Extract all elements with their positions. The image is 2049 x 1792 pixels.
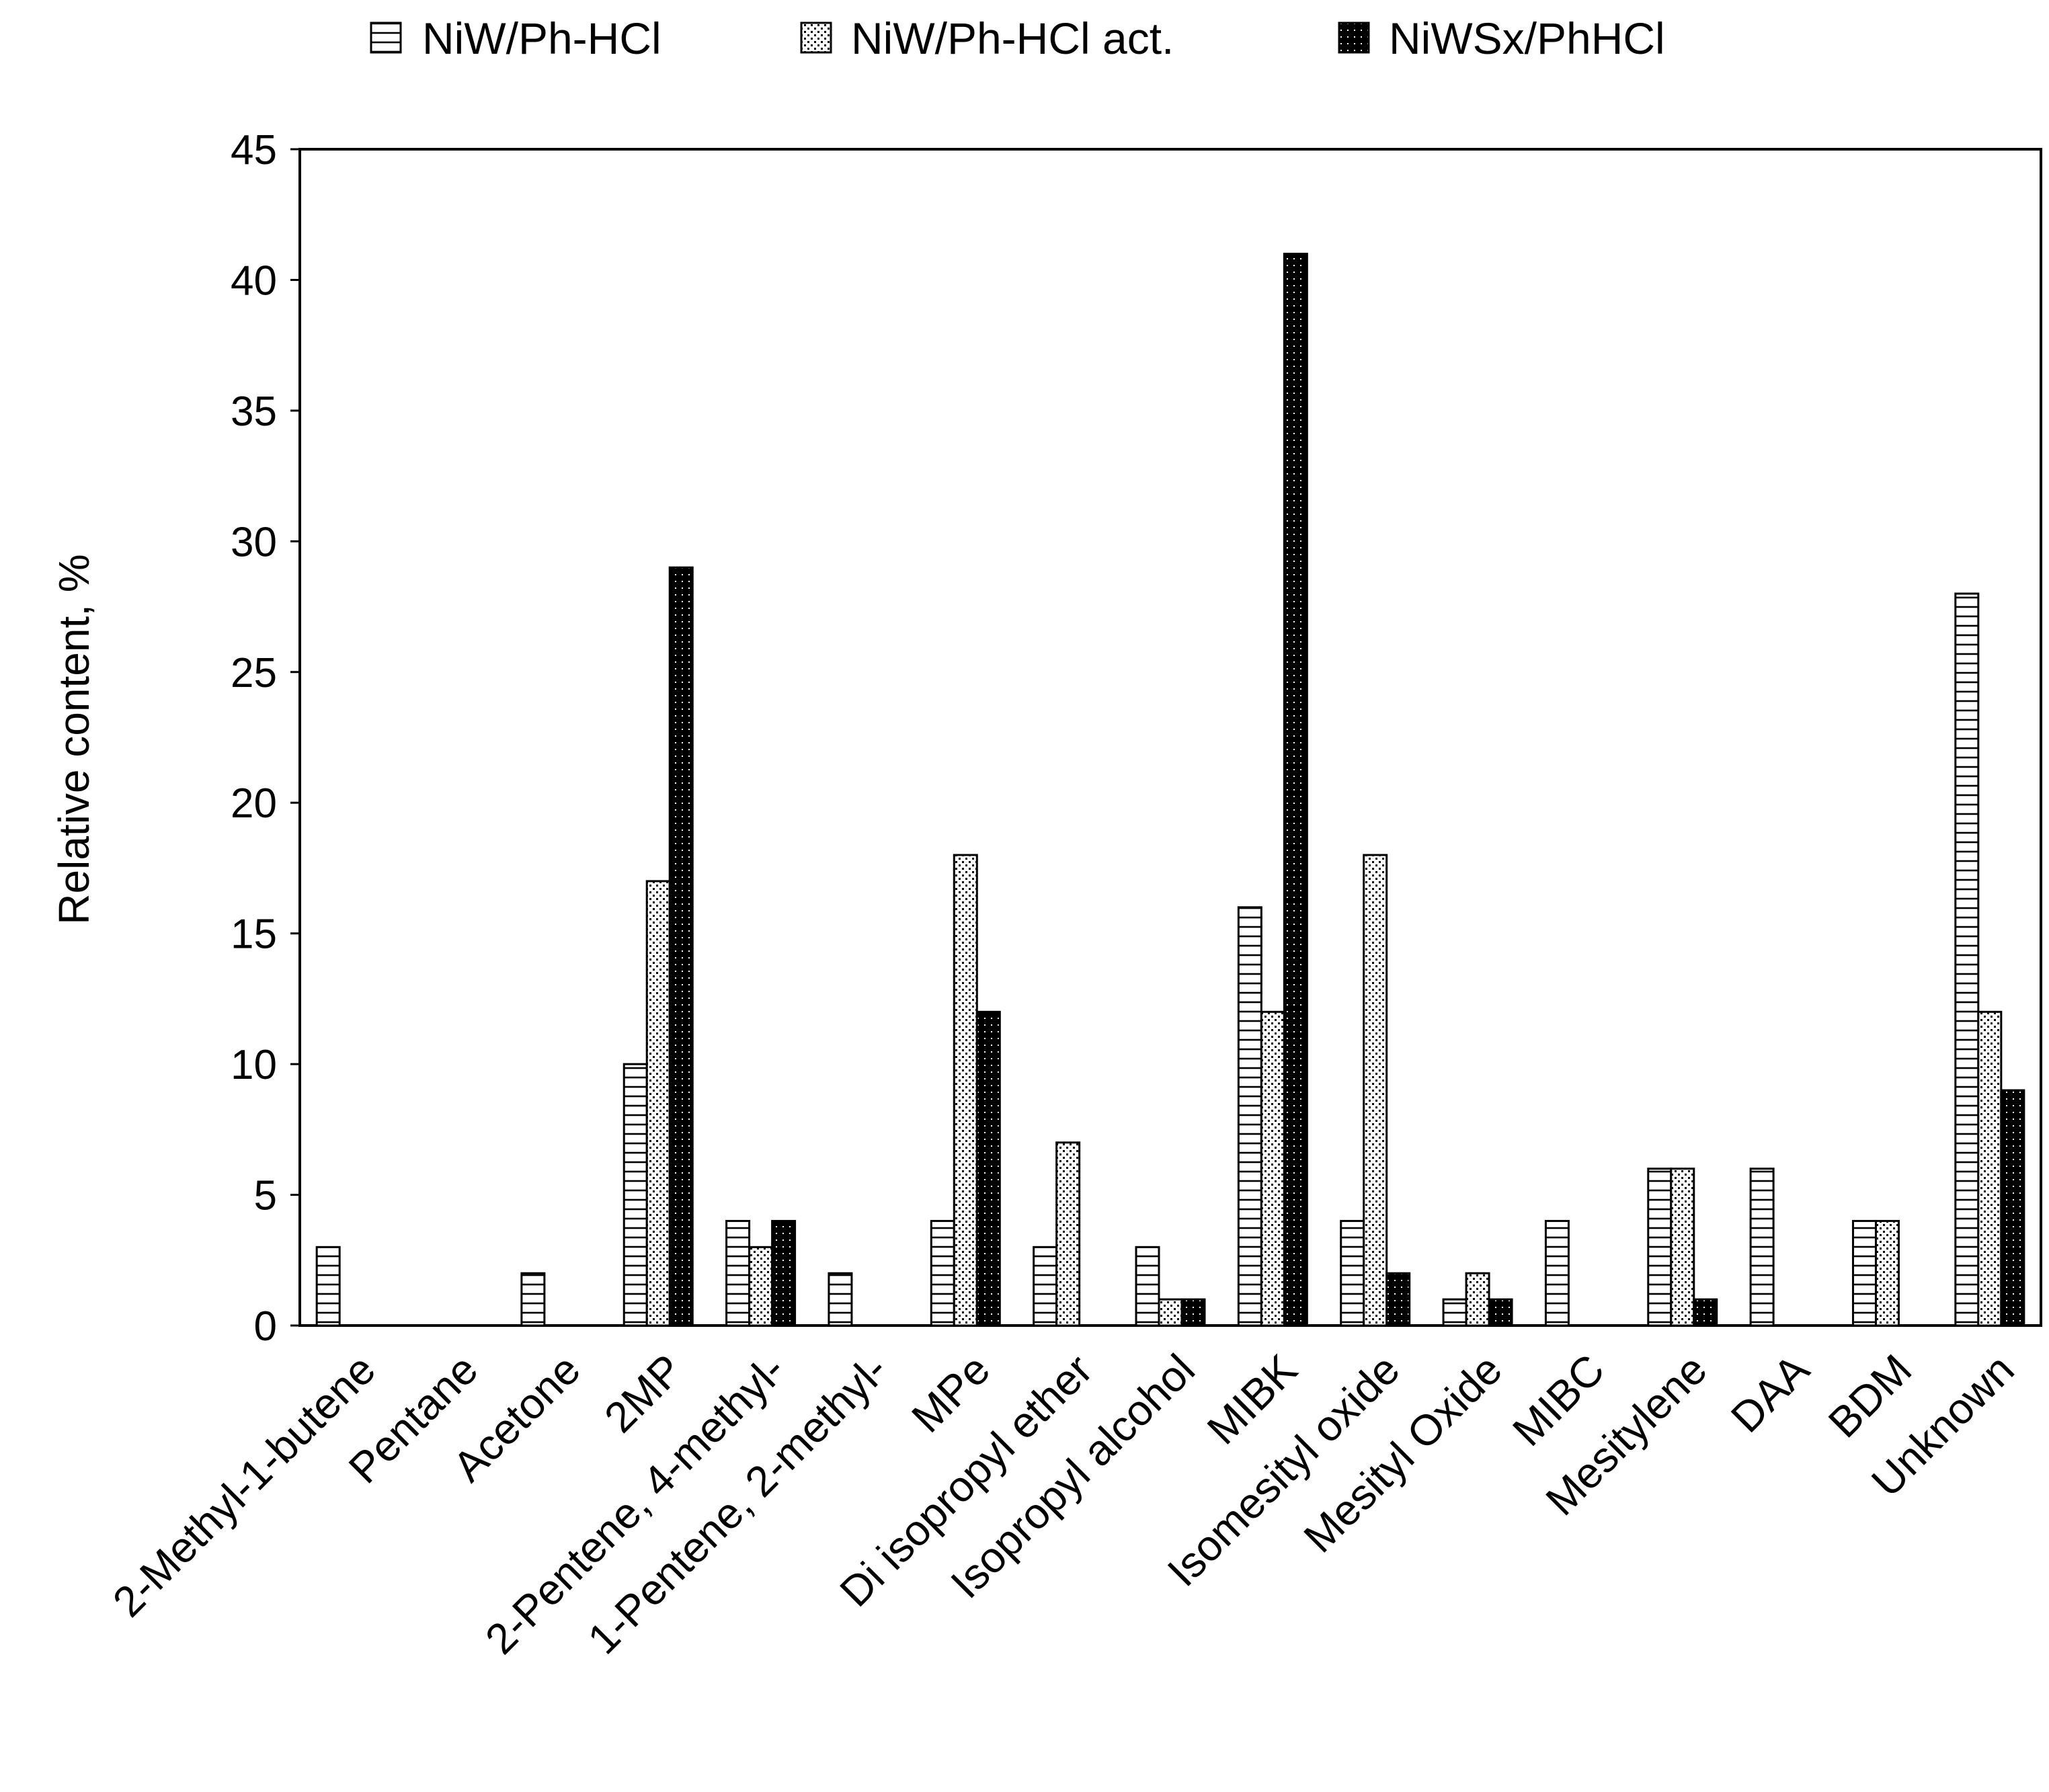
bar-niw-ph-hcl-isomesityl-oxide — [1340, 1219, 1365, 1327]
bar-niw-ph-hcl-act-mpe — [953, 854, 978, 1327]
legend-label-niw-ph-hcl: NiW/Ph-HCl — [422, 13, 661, 63]
y-tick-label: 20 — [231, 780, 277, 827]
legend-swatch-niw-ph-hcl-act — [800, 22, 832, 54]
y-tick-label: 15 — [231, 911, 277, 958]
bar-niw-ph-hcl-bdm — [1851, 1219, 1877, 1327]
legend-swatch-niw-ph-hcl — [370, 22, 402, 54]
plot-border — [298, 148, 2042, 1327]
bar-niw-ph-hcl-act-2-pentene-4-methyl — [748, 1246, 774, 1327]
bar-niw-ph-hcl-di-isopropyl-ether — [1033, 1246, 1058, 1327]
bar-niwsx-phhcl-mpe — [975, 1010, 1001, 1327]
y-axis-title-group: Relative content, % — [50, 554, 98, 924]
y-tick-label: 35 — [231, 389, 277, 435]
y-tick-label: 25 — [231, 650, 277, 696]
y-tick-label: 10 — [231, 1042, 277, 1088]
bar-niwsx-phhcl-mibk — [1283, 253, 1308, 1327]
x-category-label: 2-Methyl-1-butene — [104, 1345, 385, 1626]
bar-niw-ph-hcl-act-mibk — [1260, 1010, 1285, 1327]
bar-niw-ph-hcl-act-isopropyl-alcohol — [1158, 1298, 1183, 1327]
bar-niw-ph-hcl-act-unknown — [1977, 1010, 2003, 1327]
legend-label-niw-ph-hcl-act: NiW/Ph-HCl act. — [851, 13, 1174, 63]
y-tick-label: 30 — [231, 519, 277, 565]
bar-niw-ph-hcl-act-di-isopropyl-ether — [1055, 1141, 1081, 1327]
bar-niw-ph-hcl-act-mesityl-oxide — [1465, 1272, 1490, 1327]
bar-niw-ph-hcl-2-pentene-4-methyl — [725, 1219, 751, 1327]
bar-niw-ph-hcl-mesityl-oxide — [1442, 1298, 1468, 1327]
legend: NiW/Ph-HCl NiW/Ph-HCl act. NiWSx/PhHCl — [370, 13, 1665, 63]
bar-niw-ph-hcl-mpe — [930, 1219, 955, 1327]
legend-swatch-niwsx-phhcl — [1338, 22, 1370, 54]
x-category-label: DAA — [1722, 1345, 1818, 1442]
bar-niwsx-phhcl-isomesityl-oxide — [1385, 1272, 1411, 1327]
bar-niwsx-phhcl-mesitylene — [1693, 1298, 1718, 1327]
y-tick-label: 40 — [231, 257, 277, 304]
bar-niw-ph-hcl-1-pentene-2-methyl — [828, 1272, 853, 1327]
bar-niw-ph-hcl-daa — [1749, 1168, 1775, 1327]
bar-niw-ph-hcl-act-2mp — [645, 880, 671, 1327]
bar-niw-ph-hcl-2mp — [622, 1063, 648, 1327]
bar-niw-ph-hcl-isopropyl-alcohol — [1135, 1246, 1160, 1327]
bar-niw-ph-hcl-act-isomesityl-oxide — [1363, 854, 1388, 1327]
bar-niw-ph-hcl-unknown — [1954, 592, 1980, 1327]
bars — [315, 253, 2025, 1327]
bar-niw-ph-hcl-2-methyl-1-butene — [315, 1246, 341, 1327]
bar-niwsx-phhcl-2mp — [668, 566, 694, 1327]
bar-niw-ph-hcl-acetone — [520, 1272, 546, 1327]
y-tick-label: 5 — [254, 1173, 277, 1219]
y-tick-label: 45 — [231, 127, 277, 173]
bar-niwsx-phhcl-2-pentene-4-methyl — [771, 1219, 797, 1327]
y-axis-title: Relative content, % — [50, 554, 98, 924]
bar-niw-ph-hcl-act-mesitylene — [1670, 1168, 1695, 1327]
y-tick-label: 0 — [254, 1303, 277, 1350]
bar-niw-ph-hcl-mesitylene — [1647, 1168, 1673, 1327]
bar-niwsx-phhcl-mesityl-oxide — [1488, 1298, 1513, 1327]
bar-niw-ph-hcl-mibk — [1237, 906, 1262, 1327]
bar-niw-ph-hcl-mibc — [1544, 1219, 1570, 1327]
bar-niwsx-phhcl-isopropyl-alcohol — [1180, 1298, 1206, 1327]
legend-label-niwsx-phhcl: NiWSx/PhHCl — [1389, 13, 1665, 63]
plot-area — [298, 148, 2042, 1327]
bar-niwsx-phhcl-unknown — [2000, 1089, 2025, 1327]
bar-niw-ph-hcl-act-bdm — [1874, 1219, 1900, 1327]
y-axis: 0 5 10 15 20 25 30 35 40 45 — [231, 127, 300, 1350]
